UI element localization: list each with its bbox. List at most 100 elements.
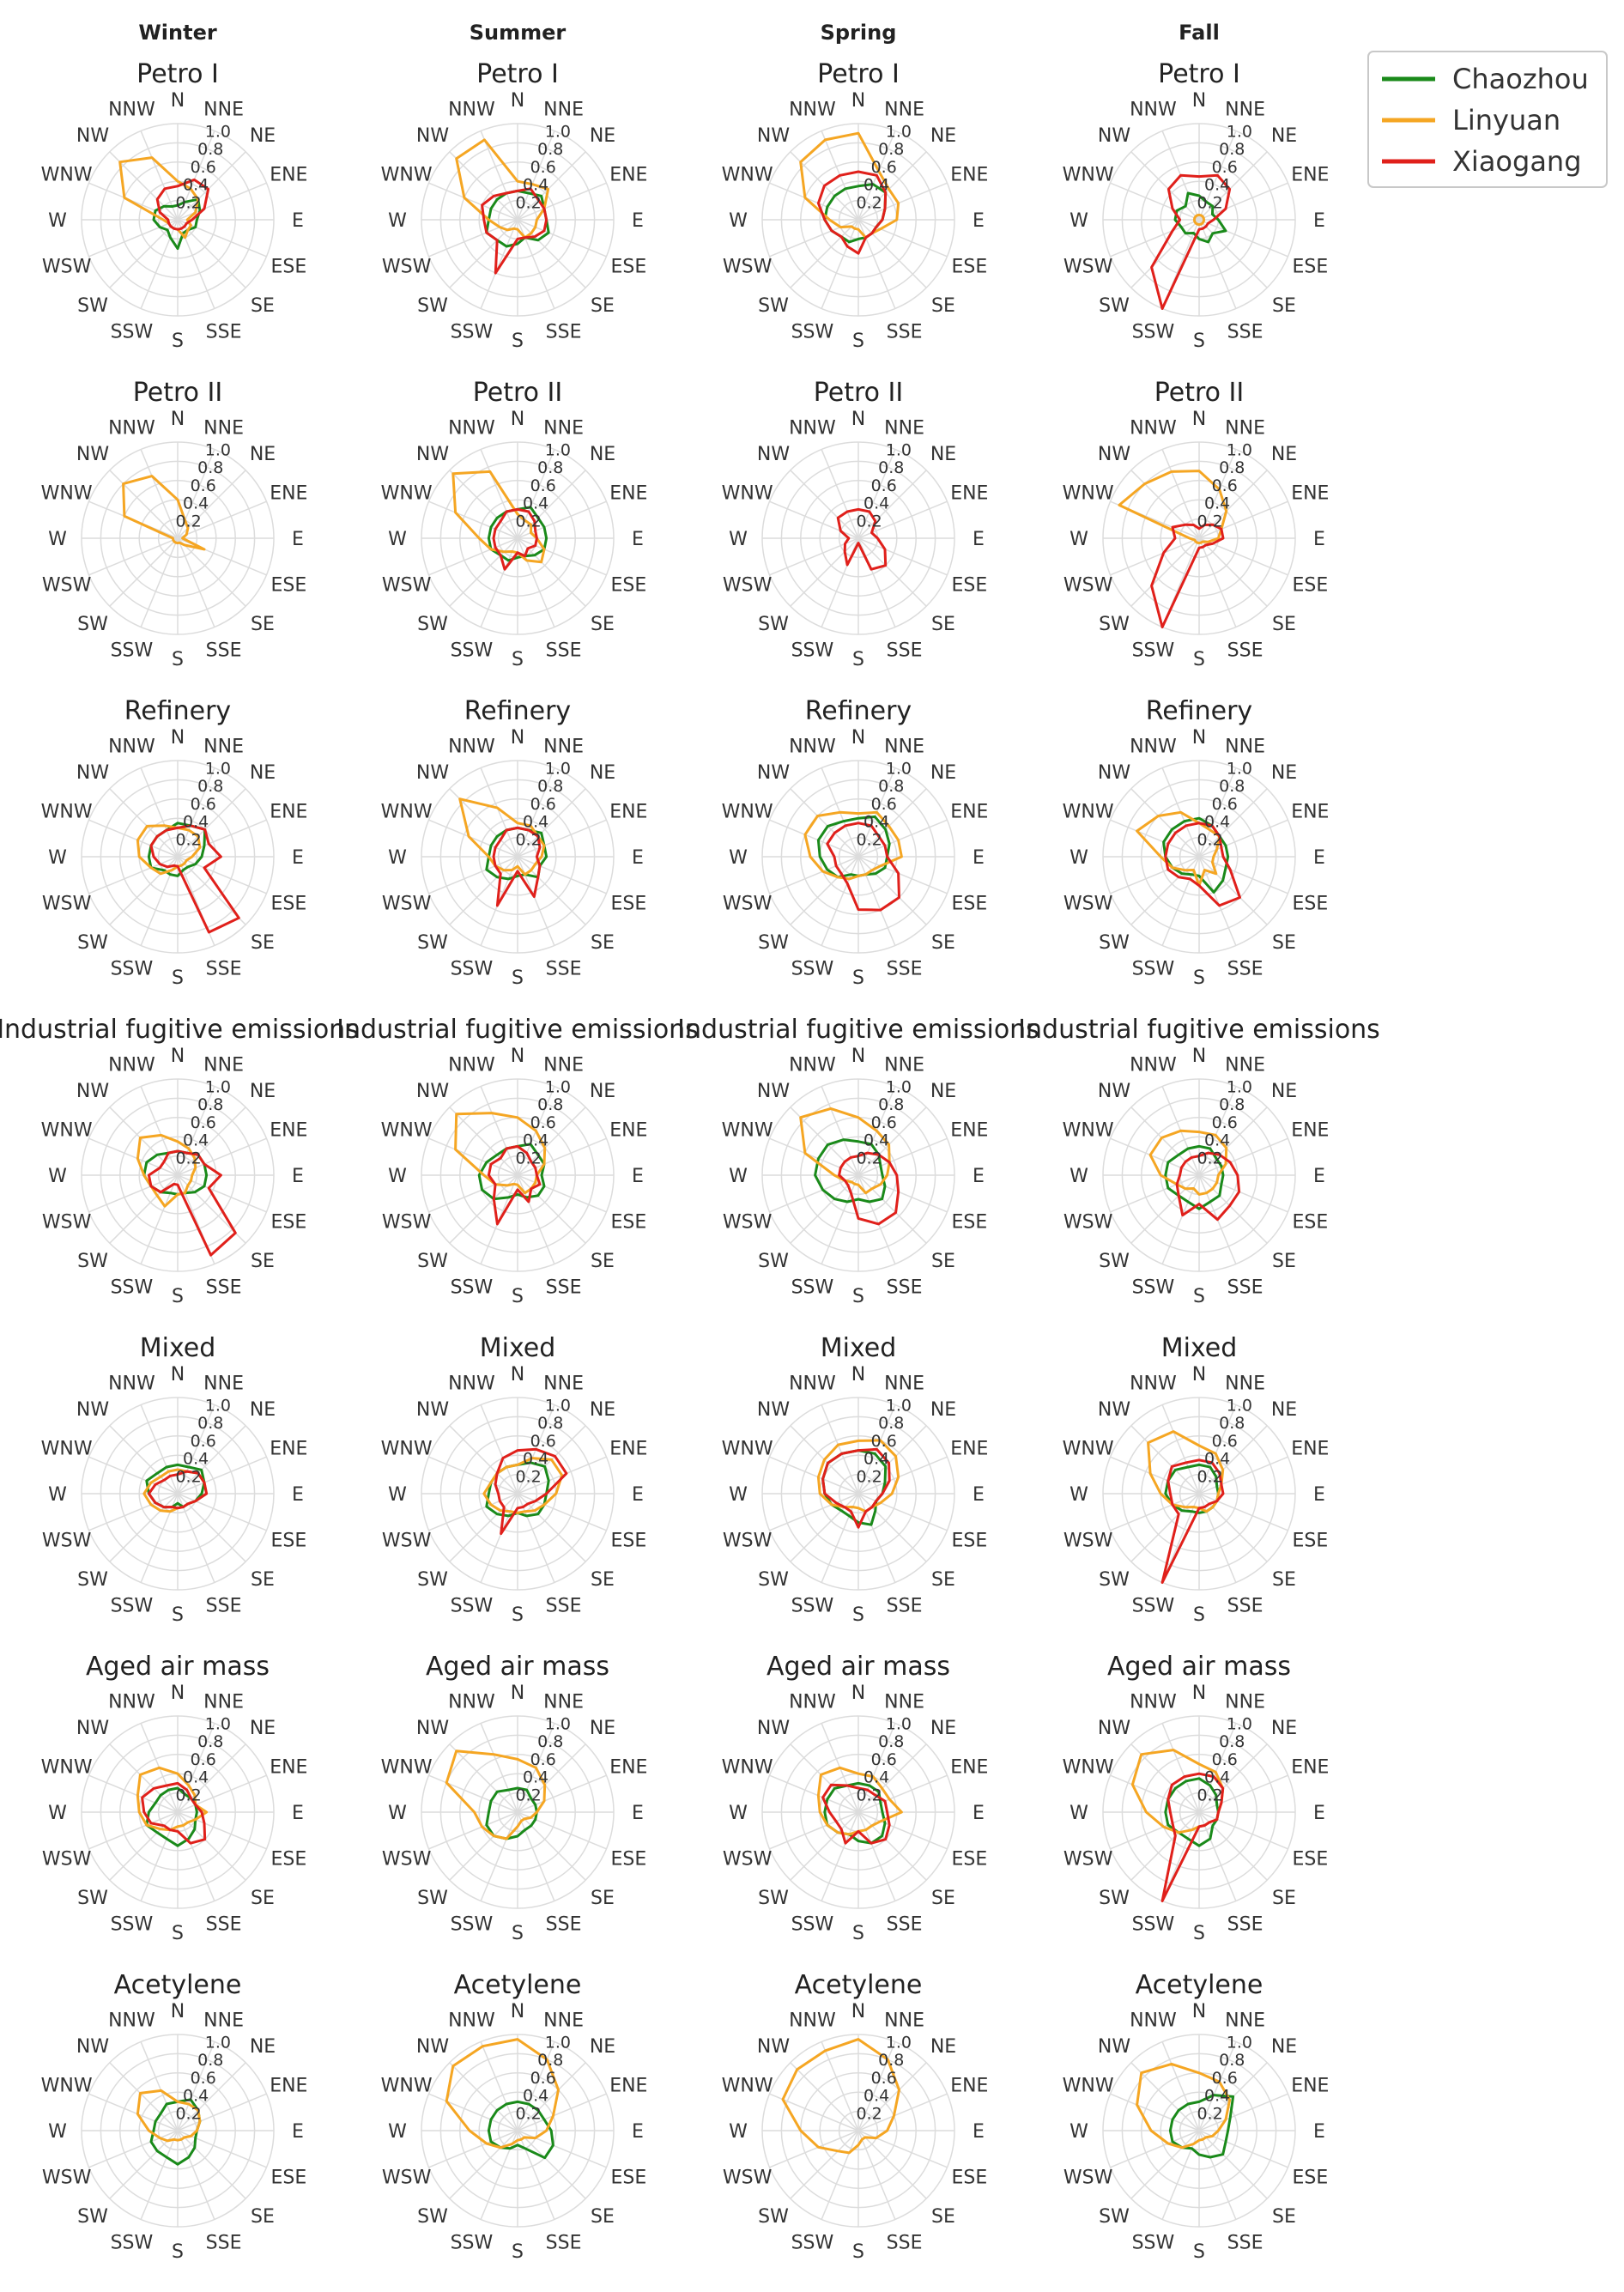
grid-spoke: [109, 2062, 179, 2131]
direction-label: W: [1070, 529, 1088, 550]
grid-spoke: [428, 500, 518, 539]
radial-tick-label: 0.8: [197, 458, 223, 477]
grid-spoke: [517, 2130, 555, 2220]
panel-title: Industrial fugitive emissions: [0, 1015, 359, 1045]
direction-label: SW: [758, 1888, 789, 1909]
direction-label: SW: [77, 295, 108, 317]
direction-label: ENE: [1291, 482, 1329, 504]
direction-label: W: [48, 1803, 67, 1824]
radial-tick-label: 0.2: [175, 193, 201, 212]
polar-panels: Petro I0.20.40.60.81.0N NNENEENEEESESESSE…: [0, 59, 1380, 2263]
direction-label: SE: [1272, 295, 1296, 317]
grid-spoke: [517, 1174, 586, 1244]
radial-tick-label: 0.4: [183, 494, 209, 513]
direction-label: NW: [76, 125, 109, 147]
grid-spoke: [1198, 182, 1288, 221]
direction-label: WSW: [1063, 894, 1113, 915]
direction-label: SW: [417, 2206, 448, 2228]
panel-title: Industrial fugitive emissions: [336, 1015, 699, 1045]
direction-label: NE: [250, 2036, 276, 2058]
direction-label: ESE: [951, 2168, 987, 2189]
radial-tick-label: 0.4: [523, 813, 548, 832]
direction-label: S: [1193, 1286, 1205, 1307]
direction-label: SSW: [791, 640, 834, 661]
panel-title: Mixed: [1161, 1333, 1238, 1363]
radial-tick-label: 0.4: [183, 1131, 209, 1150]
direction-label: N: [511, 727, 524, 749]
series-xiaogang: [155, 178, 210, 231]
series-xiaogang: [826, 822, 900, 912]
panel-summer-petro-i: Petro I 0.20.40.60.81.0 N NNE NE ENE E ESE SE SSE…: [381, 59, 648, 352]
grid-spoke: [177, 449, 215, 539]
grid-spoke: [109, 1743, 179, 1813]
direction-label: E: [632, 847, 644, 869]
direction-label: ENE: [950, 482, 988, 504]
direction-label: SSW: [111, 321, 154, 343]
direction-label: ESE: [951, 894, 987, 915]
direction-label: SSW: [451, 640, 494, 661]
direction-label: NW: [76, 1399, 109, 1421]
direction-label: NNW: [448, 100, 495, 121]
radial-tick-label: 0.6: [530, 1432, 556, 1451]
grid-spoke: [480, 537, 518, 628]
radial-tick-label: 0.4: [1204, 1768, 1230, 1787]
grid-spoke: [1110, 1174, 1200, 1213]
direction-label: WNW: [722, 482, 773, 504]
direction-label: SSW: [1132, 1913, 1175, 1935]
direction-label: NW: [76, 1718, 109, 1739]
direction-label: SSE: [1227, 1276, 1263, 1298]
panel-title: Petro I: [817, 59, 900, 89]
direction-label: NNE: [543, 418, 584, 440]
direction-label: ESE: [1292, 575, 1328, 597]
direction-label: S: [1193, 967, 1205, 989]
direction-label: ENE: [270, 2075, 307, 2096]
radial-tick-label: 1.0: [545, 123, 571, 142]
grid-spoke: [769, 819, 859, 858]
direction-label: WNW: [1063, 2075, 1114, 2096]
direction-label: NE: [1271, 444, 1297, 465]
direction-label: SE: [931, 932, 955, 954]
direction-label: SSW: [1132, 321, 1175, 343]
direction-label: WSW: [42, 2168, 92, 2189]
direction-label: N: [851, 2001, 865, 2022]
radial-tick-label: 1.0: [886, 1397, 912, 1416]
grid-spoke: [1110, 219, 1200, 258]
grid-spoke: [857, 1425, 927, 1495]
panel-title: Industrial fugitive emissions: [677, 1015, 1039, 1045]
radial-tick-label: 0.4: [864, 1450, 889, 1469]
panel-title: Aged air mass: [767, 1652, 950, 1682]
grid-spoke: [790, 788, 859, 858]
direction-label: SSW: [451, 958, 494, 979]
grid-spoke: [177, 151, 246, 221]
grid-spoke: [109, 1811, 179, 1881]
direction-label: W: [388, 1166, 407, 1187]
grid-spoke: [449, 219, 518, 288]
direction-label: E: [1313, 1803, 1325, 1824]
direction-label: NW: [416, 1399, 449, 1421]
grid-spoke: [857, 1811, 896, 1901]
grid-spoke: [428, 2130, 518, 2168]
grid-spoke: [88, 1811, 179, 1850]
direction-label: SE: [931, 1251, 955, 1272]
grid-spoke: [517, 2062, 586, 2131]
grid-spoke: [177, 1811, 215, 1901]
grid-spoke: [109, 2130, 179, 2199]
direction-label: NW: [757, 762, 790, 784]
legend-label-linyuan: Linyuan: [1452, 104, 1560, 136]
direction-label: NE: [250, 1081, 276, 1102]
radial-tick-label: 0.2: [515, 193, 541, 212]
grid-spoke: [821, 1174, 859, 1264]
direction-label: SSW: [111, 2232, 154, 2253]
direction-label: NW: [416, 1718, 449, 1739]
radial-tick-label: 0.2: [175, 512, 201, 531]
direction-label: ENE: [609, 1438, 647, 1459]
grid-spoke: [480, 130, 518, 221]
radial-tick-label: 0.8: [537, 777, 563, 796]
grid-spoke: [857, 1137, 948, 1176]
series-xiaogang: [1150, 523, 1225, 628]
grid-spoke: [1198, 2130, 1237, 2220]
series-linyuan: [455, 138, 550, 240]
panel-winter-acetylene: Acetylene 0.20.40.60.81.0 N NNE NE ENE E ESE SE S…: [41, 1970, 308, 2263]
direction-label: SE: [1272, 1251, 1296, 1272]
direction-label: SSE: [546, 1595, 582, 1616]
